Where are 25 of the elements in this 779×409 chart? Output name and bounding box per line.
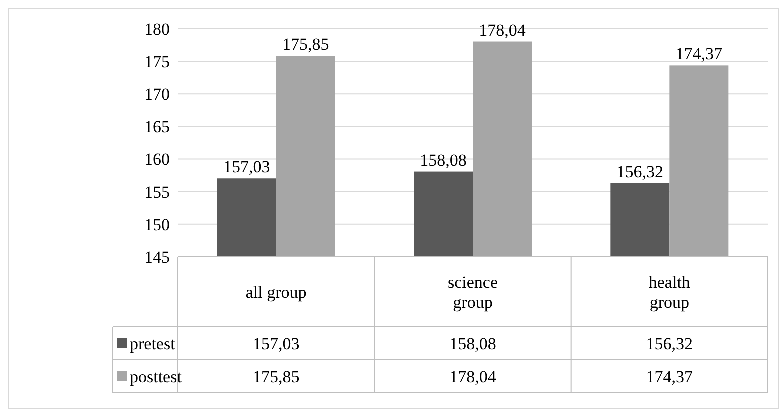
data-label: 156,32 <box>646 334 694 354</box>
y-tick-label: 165 <box>144 118 170 137</box>
x-tick-label: science group <box>448 272 498 312</box>
text: 157,03 <box>223 158 270 177</box>
legend-label: posttest <box>130 367 182 386</box>
data-label: 158,08 <box>450 334 496 354</box>
text: 178,04 <box>479 20 526 40</box>
text: 174,37 <box>676 44 723 64</box>
text: 175,85 <box>282 35 330 54</box>
y-tick-label: 150 <box>144 215 170 234</box>
y-tick-label: 175 <box>144 52 170 72</box>
data-label: 175,85 <box>252 367 300 386</box>
text: 156,32 <box>616 162 664 182</box>
x-tick-label: health group <box>648 272 691 312</box>
y-tick-label: 155 <box>144 182 170 202</box>
legend-label: pretest <box>130 334 176 354</box>
text: 158,08 <box>420 150 467 170</box>
x-tick-label: all group <box>246 282 307 302</box>
y-tick-label: 180 <box>144 20 170 39</box>
data-label: 178,04 <box>450 367 497 386</box>
data-label: 157,03 <box>252 334 300 354</box>
y-tick-label: 145 <box>144 248 170 267</box>
y-tick-label: 170 <box>144 85 170 104</box>
y-tick-label: 160 <box>144 150 170 170</box>
data-label: 174,37 <box>646 367 694 386</box>
